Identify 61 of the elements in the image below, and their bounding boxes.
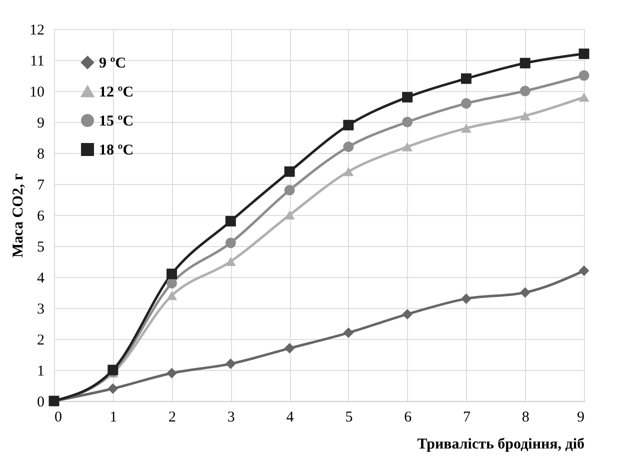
legend-label: 9 ºC — [99, 56, 126, 72]
point — [460, 73, 472, 84]
point — [108, 383, 118, 394]
point — [166, 291, 178, 300]
point — [343, 167, 354, 176]
point — [284, 166, 295, 177]
x-tick-label: 4 — [286, 410, 294, 426]
point — [578, 92, 590, 102]
y-tick-label: 8 — [37, 146, 44, 162]
point — [166, 278, 178, 288]
x-tick-label: 6 — [404, 410, 412, 426]
y-tick-label: 11 — [30, 54, 44, 70]
x-tick-label: 5 — [345, 410, 353, 426]
point — [520, 287, 530, 298]
y-tick-label: 0 — [37, 394, 44, 410]
point — [343, 142, 354, 152]
point — [402, 92, 413, 102]
point — [284, 343, 295, 354]
legend-label: 18 ºC — [99, 142, 134, 158]
point — [578, 266, 590, 276]
point — [402, 142, 413, 152]
point — [166, 268, 178, 280]
point — [343, 328, 354, 338]
y-tick-label: 4 — [37, 270, 45, 286]
point — [578, 70, 590, 81]
point — [520, 58, 530, 68]
point — [225, 256, 236, 266]
point — [225, 238, 236, 248]
x-tick-label: 7 — [462, 410, 471, 426]
x-tick-label: 9 — [577, 410, 584, 426]
point — [402, 308, 413, 320]
point — [460, 124, 472, 133]
y-tick-label: 6 — [37, 208, 45, 224]
point — [460, 98, 472, 109]
y-axis-title: Маса CO2, г — [10, 173, 26, 258]
y-tick-label: 12 — [30, 22, 44, 38]
point — [402, 116, 413, 128]
x-tick-label: 3 — [227, 410, 235, 426]
point — [520, 111, 530, 120]
y-tick-label: 5 — [37, 240, 44, 256]
point — [578, 48, 590, 60]
x-axis-title: Тривалість бродіння, діб — [417, 436, 584, 452]
point — [284, 184, 295, 196]
y-tick-label: 10 — [30, 84, 44, 100]
legend-label: 15 ºC — [99, 114, 134, 130]
legend-label: 12 ºC — [99, 84, 134, 100]
y-tick-label: 1 — [37, 364, 44, 380]
y-tick-label: 7 — [37, 178, 45, 194]
point — [460, 293, 472, 304]
point — [225, 358, 236, 370]
y-tick-label: 2 — [37, 332, 44, 348]
y-tick-label: 9 — [37, 116, 44, 132]
x-tick-label: 2 — [168, 410, 176, 426]
point — [520, 86, 530, 96]
point — [343, 120, 354, 130]
x-tick-label: 1 — [110, 410, 118, 426]
y-tick-label: 3 — [37, 302, 44, 318]
x-tick-label: 8 — [522, 410, 530, 426]
point — [166, 368, 178, 378]
point — [225, 216, 236, 226]
x-tick-label: 0 — [54, 410, 62, 426]
